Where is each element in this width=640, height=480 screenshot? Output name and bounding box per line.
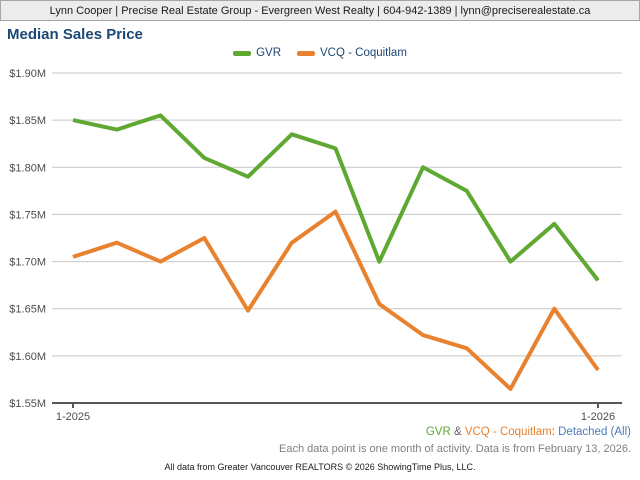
- annotation-separator: &: [450, 426, 465, 438]
- annotation-property-type: Detached (All): [558, 426, 631, 438]
- legend-label: GVR: [256, 47, 281, 59]
- y-axis-tick-label: $1.70M: [9, 257, 46, 269]
- y-axis-tick-label: $1.60M: [9, 351, 46, 363]
- series-line-gvr: [72, 113, 600, 282]
- series-line-vcq-coquitlam: [72, 209, 600, 391]
- y-axis-tick-label: $1.55M: [9, 398, 46, 410]
- x-axis-tick-label: 1-2026: [581, 411, 615, 423]
- x-axis-tick-label: 1-2025: [56, 411, 90, 423]
- annotation-vcq: VCQ - Coquitlam: [464, 426, 552, 438]
- y-axis-tick-label: $1.80M: [9, 162, 46, 174]
- legend-item-gvr: GVR: [233, 47, 281, 59]
- y-axis-tick-label: $1.85M: [9, 115, 46, 127]
- legend-swatch-icon: [297, 50, 315, 56]
- legend-label: VCQ - Coquitlam: [320, 47, 407, 59]
- data-note: Each data point is one month of activity…: [279, 443, 631, 455]
- copyright-line: All data from Greater Vancouver REALTORS…: [164, 462, 476, 472]
- agent-contact-info: Lynn Cooper | Precise Real Estate Group …: [49, 4, 591, 17]
- legend-item-vcq-coquitlam: VCQ - Coquitlam: [297, 47, 407, 59]
- chart-legend: GVR VCQ - Coquitlam: [0, 46, 640, 60]
- series-type-annotation: GVR & VCQ - Coquitlam: Detached (All): [426, 426, 631, 438]
- header-bar: Lynn Cooper | Precise Real Estate Group …: [0, 0, 640, 21]
- y-axis-tick-label: $1.75M: [9, 209, 46, 221]
- y-axis-tick-label: $1.65M: [9, 304, 46, 316]
- annotation-gvr: GVR: [425, 426, 451, 438]
- legend-swatch-icon: [233, 50, 252, 56]
- page-title: Median Sales Price: [7, 26, 143, 43]
- y-axis-tick-label: $1.90M: [9, 68, 46, 80]
- annotation-colon: :: [551, 426, 559, 438]
